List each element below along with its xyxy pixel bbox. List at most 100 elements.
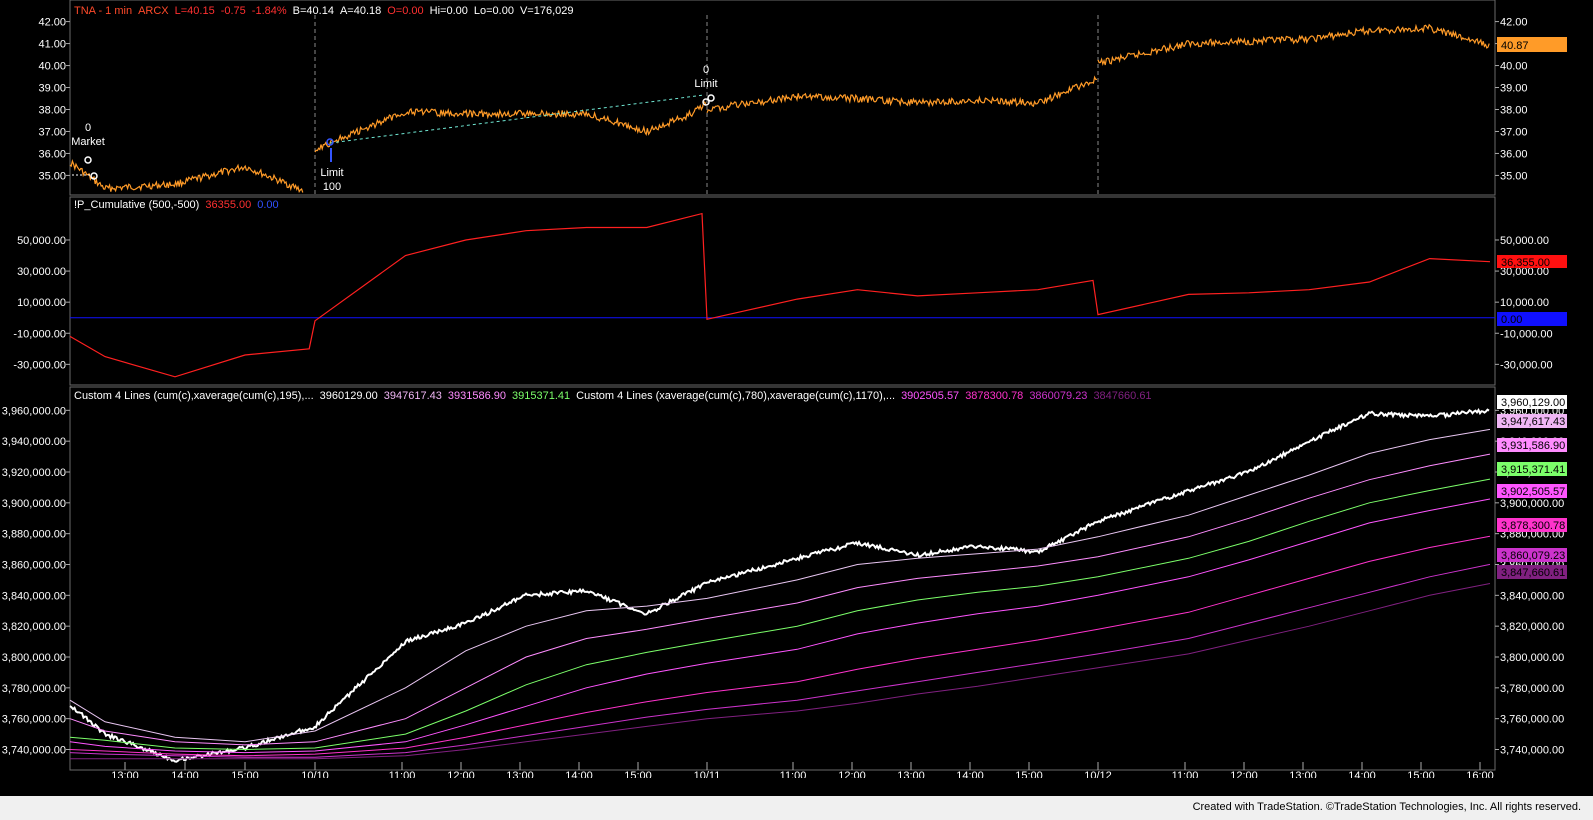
bid-value: B=40.14 [292,5,334,17]
lines-axis-left-label-11: 3,740,000.00 [2,745,66,757]
price-series-line [314,100,707,153]
lines-last-label-3: 3,931,586.90 [1501,440,1565,452]
price-axis-left-label-1: 41.00 [38,39,66,51]
x-label-17: 12:00 [1230,770,1258,780]
x-label-3: 10/10 [301,770,329,780]
price-axis-left-label-0: 42.00 [38,17,66,29]
lines2-v6: 3878300.78 [965,390,1024,402]
x-label-19: 14:00 [1348,770,1376,780]
series-line-4 [69,478,1491,751]
pcum-last-label: 36,355.00 [1501,257,1550,269]
open-value: O=0.00 [387,5,424,17]
x-label-16: 11:00 [1172,770,1199,780]
lines-last-box-6 [1497,518,1567,532]
lines-axis-right-label-9: 3,780,000.00 [1500,683,1564,695]
price-axis-left-label-7: 35.00 [38,170,66,182]
x-label-7: 14:00 [565,770,593,780]
lines-axis-left-label-2: 3,920,000.00 [2,467,66,479]
trade-marker [326,138,334,146]
panel-frame-3 [69,386,1496,771]
hi-value: Hi=0.00 [429,5,468,17]
lines-last-label-4: 3,915,371.41 [1501,464,1565,476]
pcum-axis-left-label-4: -30,000.00 [13,359,66,371]
zero-last-label: 0.00 [1501,314,1522,326]
lines1-v3: 3931586.90 [447,390,507,402]
annotation-market-qty: 0 [85,122,91,134]
pcum-axis-right-label-2: 10,000.00 [1500,297,1549,309]
price-series-line [706,75,1098,114]
price-axis-right-label-4: 38.00 [1500,104,1528,116]
lines-axis-left-label-1: 3,940,000.00 [2,436,66,448]
trade-marker [90,172,98,180]
lines-last-label-1: 3,960,129.00 [1501,397,1565,409]
last-value: L=40.15 [174,5,215,17]
price-axis-right-label-3: 39.00 [1500,83,1528,95]
lines-last-label-7: 3,860,079.23 [1501,550,1565,562]
x-label-6: 13:00 [506,770,534,780]
pcum-zero-value: 0.00 [257,199,279,211]
annotation-limit2-qty: 0 [703,64,709,76]
lines1-v2: 3947617.43 [383,390,442,402]
lines-last-box-7 [1497,548,1567,562]
series-line-8 [70,583,1491,760]
annotation-market-type: Market [71,136,105,148]
x-label-2: 15:00 [231,770,259,780]
pcum-axis-right-label-1: 30,000.00 [1500,266,1549,278]
exchange-label: ARCX [138,5,169,17]
lines-axis-right-label-8: 3,800,000.00 [1500,652,1564,664]
price-series-line [1097,23,1490,66]
price-axis-left-label-5: 37.00 [38,126,66,138]
price-axis-right-label-2: 40.00 [1500,61,1528,73]
lines-last-box-3 [1497,438,1567,452]
series-line-6 [69,535,1491,757]
lines-last-label-2: 3,947,617.43 [1501,416,1565,428]
lines-axis-left-label-10: 3,760,000.00 [2,714,66,726]
lines-axis-left-label-5: 3,860,000.00 [2,560,66,572]
x-label-13: 14:00 [956,770,984,780]
lines2-v7: 3860079.23 [1029,390,1088,402]
x-label-1: 14:00 [171,770,199,780]
price-panel-header: TNA - 1 min ARCX L=40.15 -0.75 -1.84% B=40.14… [74,5,579,17]
trade-link-line [329,94,705,144]
lines-axis-left-label-7: 3,820,000.00 [2,621,66,633]
price-axis-right-label-6: 36.00 [1500,148,1528,160]
lo-value: Lo=0.00 [473,5,514,17]
lines1-v4: 3915371.41 [512,390,571,402]
lines-axis-left-label-0: 3,960,000.00 [2,405,66,417]
volume-value: V=176,029 [519,5,574,17]
lines-last-box-4 [1497,462,1567,476]
x-label-12: 13:00 [897,770,925,780]
lines-last-label-8: 3,847,660.61 [1501,567,1565,579]
lines-axis-right-label-10: 3,760,000.00 [1500,714,1564,726]
lines2-v8: 3847660.61 [1093,390,1152,402]
horizontal-scrollbar[interactable] [0,778,1593,796]
price-axis-left-label-4: 38.00 [38,104,66,116]
x-label-8: 15:00 [624,770,652,780]
pct-value: -1.84% [251,5,287,17]
last-price-box [1497,37,1567,52]
lines-last-box-8 [1497,565,1567,579]
annotation-limit2-type: Limit [694,78,717,90]
footer-bar: Created with TradeStation. ©TradeStation… [0,796,1593,820]
x-label-11: 12:00 [838,770,866,780]
series-line-7 [69,563,1491,758]
zero-last-box [1497,312,1567,326]
last-price-label: 40.87 [1501,40,1529,52]
pcum-axis-right-label-4: -30,000.00 [1500,359,1553,371]
trade-marker [702,98,710,106]
lines2-name: Custom 4 Lines (xaverage(cum(c),780),xav… [576,390,896,402]
price-axis-left-label-6: 36.00 [38,148,66,160]
change-value: -0.75 [220,5,246,17]
pcum-axis-left-label-1: 30,000.00 [17,266,66,278]
chart-canvas[interactable]: 42.0042.0041.0041.0040.0040.0039.0039.00… [0,0,1593,780]
x-label-5: 12:00 [447,770,475,780]
annotation-limit-type: Limit [320,167,343,179]
pcum-axis-left-label-3: -10,000.00 [13,328,66,340]
panel-frame-2 [69,196,1496,386]
lines-axis-right-label-11: 3,740,000.00 [1500,745,1564,757]
pcum-axis-right-label-3: -10,000.00 [1500,328,1553,340]
lines1-name: Custom 4 Lines (cum(c),xaverage(cum(c),1… [74,390,314,402]
lines-axis-right-label-6: 3,840,000.00 [1500,590,1564,602]
lines-last-box-1 [1497,395,1567,409]
price-axis-right-label-5: 37.00 [1500,126,1528,138]
